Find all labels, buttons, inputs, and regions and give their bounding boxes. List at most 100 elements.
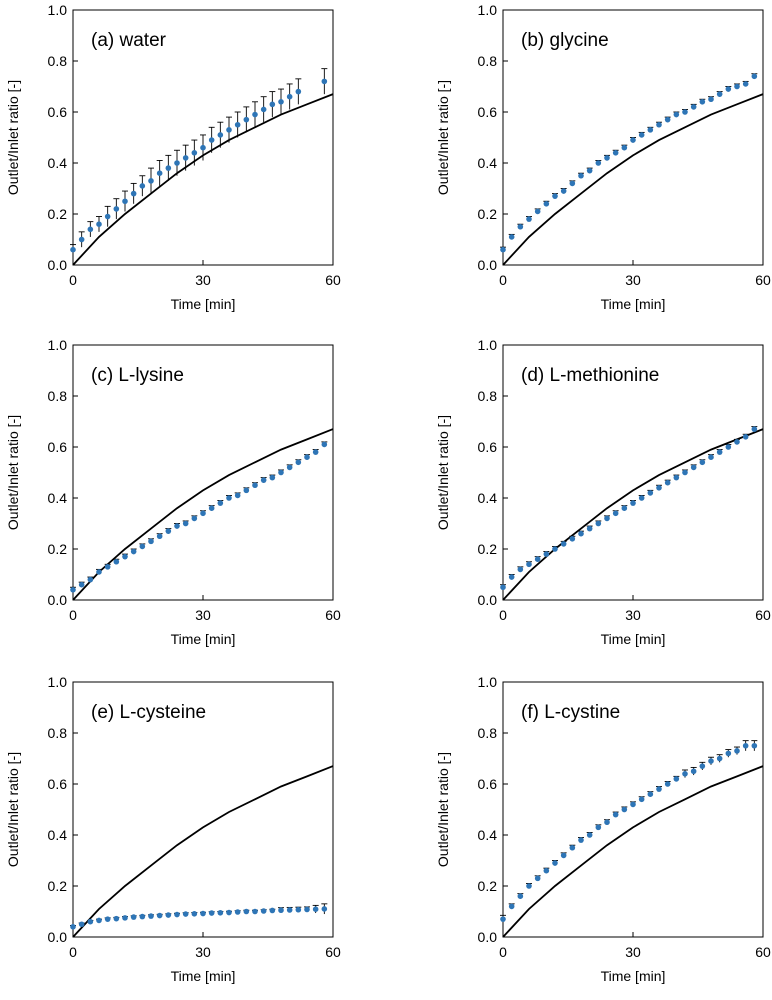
data-point	[586, 525, 593, 532]
y-tick-label: 0.8	[48, 388, 68, 404]
data-point	[78, 581, 85, 588]
data-point	[70, 246, 76, 253]
y-axis-title: Outlet/Inlet ratio [-]	[5, 752, 21, 867]
data-point	[104, 564, 111, 570]
data-point	[716, 449, 723, 455]
data-point	[682, 469, 688, 476]
data-point	[252, 482, 258, 489]
y-tick-label: 1.0	[48, 674, 68, 690]
data-point	[734, 748, 740, 754]
y-tick-label: 0.2	[478, 541, 498, 557]
x-tick-label: 0	[499, 607, 507, 623]
data-point	[673, 776, 680, 782]
y-tick-label: 0.4	[48, 827, 68, 843]
y-axis-title: Outlet/Inlet ratio [-]	[435, 752, 451, 867]
data-point	[226, 495, 232, 501]
data-point	[304, 906, 310, 913]
data-point	[560, 541, 567, 547]
y-tick-label: 0.0	[478, 929, 498, 945]
data-point	[278, 469, 284, 476]
data-point	[226, 909, 232, 916]
data-point	[78, 921, 85, 928]
data-point	[304, 454, 310, 461]
y-tick-label: 0.0	[48, 257, 68, 273]
data-point	[139, 543, 146, 550]
data-point	[182, 155, 189, 161]
data-point	[734, 83, 740, 90]
y-tick-label: 0.6	[478, 439, 498, 455]
data-point	[208, 505, 215, 512]
data-point	[664, 479, 671, 486]
y-axis-title: Outlet/Inlet ratio [-]	[5, 80, 21, 195]
data-point	[647, 127, 654, 133]
panel-title: (f) L-cystine	[521, 702, 620, 723]
data-point	[321, 441, 328, 448]
y-tick-label: 0.4	[478, 827, 498, 843]
x-tick-label: 60	[325, 607, 341, 623]
data-point	[260, 477, 267, 483]
chart-panel-3: 0.0 0.2 0.4 0.6 0.8 1.0 0 30 60 Time [min] Outlet/…	[435, 337, 771, 647]
data-point	[269, 907, 276, 914]
data-point	[200, 144, 206, 151]
data-point	[165, 912, 172, 918]
x-tick-label: 0	[69, 944, 77, 960]
data-point	[200, 910, 206, 917]
data-point	[508, 903, 515, 910]
panel-title: (e) L-cysteine	[91, 702, 206, 723]
data-point	[630, 801, 636, 808]
data-point	[321, 78, 328, 85]
data-point	[508, 574, 515, 580]
y-tick-label: 0.2	[478, 206, 498, 222]
data-point	[96, 917, 102, 924]
y-axis-title: Outlet/Inlet ratio [-]	[5, 415, 21, 530]
x-tick-label: 30	[625, 607, 641, 623]
data-point	[139, 183, 146, 189]
y-tick-label: 0.4	[48, 490, 68, 506]
data-point	[122, 198, 128, 205]
data-point	[122, 553, 128, 560]
data-point	[286, 93, 293, 100]
data-point	[87, 918, 94, 925]
data-point	[321, 906, 328, 912]
y-tick-label: 0.2	[48, 206, 68, 222]
data-point	[638, 132, 645, 138]
data-point	[312, 449, 319, 455]
y-tick-label: 1.0	[478, 2, 498, 18]
x-tick-label: 60	[325, 272, 341, 288]
y-tick-label: 0.6	[478, 776, 498, 792]
data-point	[656, 786, 662, 792]
y-tick-label: 0.2	[478, 878, 498, 894]
data-point	[70, 587, 76, 593]
data-point	[243, 487, 250, 494]
x-tick-label: 30	[625, 272, 641, 288]
y-tick-label: 0.8	[478, 725, 498, 741]
data-point	[113, 206, 120, 212]
data-point	[252, 908, 258, 915]
data-point	[312, 906, 319, 913]
data-point	[725, 86, 732, 92]
data-point	[508, 234, 515, 240]
chart-panel-5: 0.0 0.2 0.4 0.6 0.8 1.0 0 30 60 Time [min] Outlet/…	[435, 674, 771, 984]
data-point	[217, 500, 224, 506]
data-point	[70, 924, 76, 930]
y-tick-label: 0.8	[48, 53, 68, 69]
data-point	[595, 160, 602, 166]
data-point	[191, 150, 198, 156]
data-point	[612, 811, 619, 818]
x-tick-label: 60	[755, 272, 771, 288]
data-point	[96, 221, 102, 227]
data-point	[208, 137, 215, 143]
data-point	[286, 907, 293, 913]
data-point	[708, 454, 714, 461]
data-point	[243, 116, 250, 123]
panel-title: (a) water	[91, 30, 167, 51]
data-point	[78, 236, 85, 243]
data-point	[682, 109, 688, 115]
data-point	[578, 530, 584, 537]
data-point	[699, 459, 706, 466]
data-point	[656, 121, 662, 128]
data-point	[595, 824, 602, 831]
data-point	[569, 536, 576, 542]
data-point	[174, 911, 180, 918]
data-point	[604, 515, 610, 522]
